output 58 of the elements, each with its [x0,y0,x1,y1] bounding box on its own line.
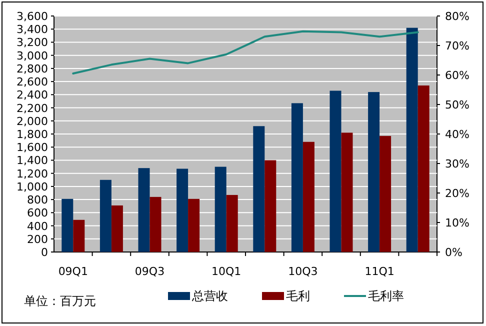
y2-tick-label: 30% [445,158,470,170]
bar [111,205,123,252]
bar [62,198,74,252]
bar [330,90,342,252]
legend-label: 毛利率 [368,289,404,303]
x-tick-label: 10Q1 [212,265,242,278]
bar [418,85,430,252]
y2-tick-label: 10% [445,216,470,230]
y2-tick-label: 60% [445,69,470,82]
y-tick-label: 2,000 [16,114,48,128]
bar [406,28,418,252]
x-tick-label: 10Q3 [288,265,318,278]
y-tick-label: 200 [27,232,48,246]
bar [264,160,276,252]
y-tick-label: 3,600 [16,10,48,23]
x-tick-label: 11Q1 [364,265,394,278]
bar [100,180,112,252]
bar [291,103,303,252]
y-tick-label: 1,400 [16,154,48,168]
y2-tick-label: 20% [445,187,470,200]
bar [380,136,392,252]
y-tick-label: 1,000 [16,180,48,194]
bar [138,168,150,252]
y2-tick-label: 70% [445,40,470,52]
bar [150,196,162,252]
legend-label: 总营收 [191,289,228,303]
bar [368,92,380,252]
y2-tick-label: 80% [445,10,470,23]
y-tick-label: 1,800 [16,128,48,141]
y-tick-label: 1,600 [16,141,48,154]
bar [253,126,265,252]
y-tick-label: 1,200 [16,167,48,180]
bar [226,194,238,252]
bar [188,198,200,252]
bar [341,132,353,252]
y-tick-label: 3,200 [16,36,48,50]
text: 单位：百万元 [24,294,96,308]
bar [176,168,188,252]
y-tick-label: 2,800 [16,62,48,76]
bar [73,220,85,252]
bar [214,166,226,252]
y-tick-label: 2,400 [16,88,48,102]
legend-label: 毛利 [286,289,310,303]
y2-tick-label: 0% [445,246,462,259]
x-tick-label: 09Q3 [134,265,165,278]
y-tick-label: 3,000 [16,49,48,62]
y-tick-label: 600 [27,206,48,220]
x-tick-label: 09Q1 [58,265,88,278]
y2-tick-label: 50% [445,98,470,112]
y-tick-label: 2,600 [16,76,48,89]
line-series [72,30,419,75]
y-tick-label: 3,400 [16,23,48,36]
y-tick-label: 400 [27,220,48,233]
bar [302,142,314,252]
y2-tick-label: 40% [445,128,470,141]
y-tick-label: 2,200 [16,102,48,115]
y-tick-label: 800 [27,194,48,207]
y-tick-label: 0 [41,246,48,259]
